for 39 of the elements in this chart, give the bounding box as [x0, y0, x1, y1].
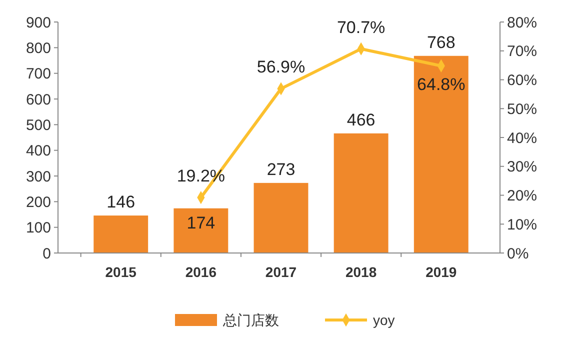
legend-label: yoy: [373, 312, 395, 328]
data-label: 146: [106, 192, 136, 212]
y2-tick-label: 0%: [507, 245, 529, 262]
legend-label: 总门店数: [222, 312, 279, 328]
bar: [414, 56, 468, 253]
data-label: 273: [266, 160, 296, 179]
y2-tick-label: 40%: [507, 130, 538, 147]
y2-tick-label: 30%: [507, 158, 538, 176]
data-label: 768: [426, 32, 456, 52]
y-tick-label: 500: [26, 116, 51, 134]
y-tick-label: 600: [26, 91, 51, 108]
x-tick-label: 2017: [265, 264, 297, 280]
bar: [174, 208, 228, 253]
y2-tick-label: 70%: [507, 43, 538, 60]
y-tick-label: 200: [26, 194, 51, 211]
y-tick-label: 0: [42, 245, 51, 262]
y-tick-label: 400: [26, 142, 51, 160]
bar: [334, 133, 388, 253]
x-tick-label: 2015: [105, 264, 137, 280]
bar: [254, 182, 308, 253]
y-tick-label: 800: [26, 40, 51, 57]
data-label: 70.7%: [336, 18, 386, 37]
y2-tick-label: 50%: [507, 100, 538, 118]
y-tick-label: 100: [26, 220, 51, 237]
y2-tick-label: 80%: [507, 14, 538, 32]
bar: [94, 216, 148, 253]
data-label: 466: [346, 110, 376, 130]
y2-tick-label: 20%: [507, 188, 538, 204]
data-label: 174: [186, 213, 216, 232]
y2-tick-label: 10%: [507, 216, 538, 234]
x-tick-label: 2019: [426, 264, 457, 280]
y-tick-label: 700: [26, 66, 51, 83]
y-tick-label: 900: [26, 14, 51, 32]
y-tick-label: 300: [26, 168, 51, 186]
y2-tick-label: 60%: [507, 72, 538, 89]
data-label: 64.8%: [417, 74, 466, 94]
data-label: 56.9%: [256, 58, 306, 77]
x-tick-label: 2018: [345, 264, 377, 280]
x-tick-label: 2016: [185, 264, 217, 280]
